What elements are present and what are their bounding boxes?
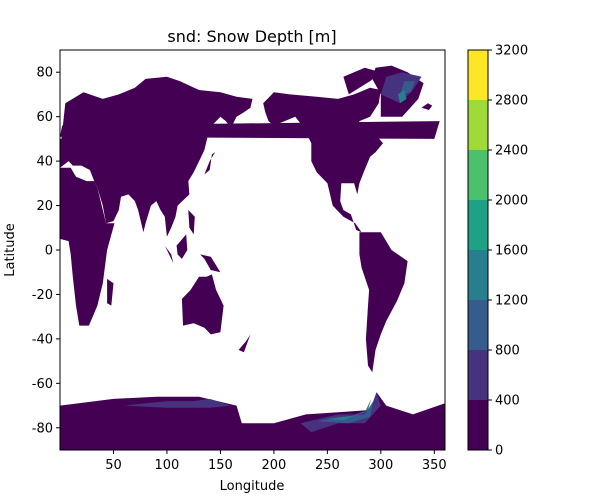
colorbar-segment — [468, 150, 488, 200]
colorbar-tick-label: 400 — [495, 394, 520, 409]
y-tick-label: 60 — [36, 110, 53, 125]
land-borneo — [176, 234, 188, 259]
y-tick-label: 20 — [36, 199, 53, 214]
x-tick-label: 350 — [422, 458, 447, 473]
colorbar: 0 400 800 1200 1600 2000 2400 2800 3200 — [467, 44, 528, 459]
land-south-america — [359, 232, 408, 373]
colorbar-tick-label: 2000 — [495, 194, 528, 209]
y-axis-label: Latitude — [3, 223, 18, 277]
land-new-zealand — [238, 334, 251, 353]
x-axis: 50 100 150 200 250 300 350 — [105, 450, 447, 473]
x-tick-label: 250 — [315, 458, 340, 473]
land-arctic-islands — [343, 67, 381, 95]
land-iceland — [421, 103, 433, 110]
y-tick-label: 80 — [36, 66, 53, 81]
colorbar-tick-label: 800 — [495, 344, 520, 359]
colorbar-tick-label: 2800 — [495, 94, 528, 109]
land-north-america — [263, 87, 383, 233]
y-axis: -80 -60 -40 -20 0 20 40 60 80 — [32, 66, 60, 436]
land-eurasia — [60, 76, 253, 237]
y-tick-label: -60 — [32, 377, 53, 392]
y-tick-label: 40 — [36, 155, 53, 170]
colorbar-tick-label: 1600 — [495, 244, 528, 259]
y-tick-label: 0 — [45, 244, 53, 259]
colorbar-segment — [468, 250, 488, 300]
x-tick-label: 50 — [105, 458, 122, 473]
y-tick-label: -20 — [32, 288, 53, 303]
colorbar-tick-label: 0 — [495, 444, 503, 459]
land-madagascar — [107, 278, 114, 306]
x-axis-label: Longitude — [220, 479, 285, 494]
colorbar-segment — [468, 50, 488, 100]
land-africa — [60, 167, 115, 326]
snow-band-antarctica-400 — [300, 392, 381, 433]
land-australia — [181, 274, 224, 335]
land-sumatra — [161, 238, 174, 264]
colorbar-tick-label: 3200 — [495, 44, 528, 59]
x-tick-label: 150 — [208, 458, 233, 473]
land-new-guinea — [200, 254, 221, 273]
x-tick-label: 300 — [368, 458, 393, 473]
land-japan — [199, 152, 216, 179]
y-tick-label: -40 — [32, 332, 53, 347]
plot-area — [59, 49, 446, 451]
colorbar-tick-label: 1200 — [495, 294, 528, 309]
chart-title: snd: Snow Depth [m] — [167, 27, 336, 46]
x-tick-label: 200 — [261, 458, 286, 473]
snow-band-greenland-400 — [380, 72, 422, 104]
colorbar-segment — [468, 400, 488, 450]
snow-band-greenland-1200 — [397, 90, 407, 104]
colorbar-segment — [468, 300, 488, 350]
colorbar-segment — [468, 200, 488, 250]
colorbar-segment — [468, 350, 488, 400]
colorbar-segment — [468, 100, 488, 150]
land-philippines — [188, 210, 195, 235]
snow-depth-layer — [124, 72, 422, 433]
snow-band-east-antarctica-400 — [124, 398, 232, 408]
colorbar-tick-label: 2400 — [495, 144, 528, 159]
x-tick-label: 100 — [155, 458, 180, 473]
snow-band-antarctica-800 — [316, 401, 374, 424]
y-tick-label: -80 — [32, 421, 53, 436]
land-west-europe — [60, 138, 73, 168]
